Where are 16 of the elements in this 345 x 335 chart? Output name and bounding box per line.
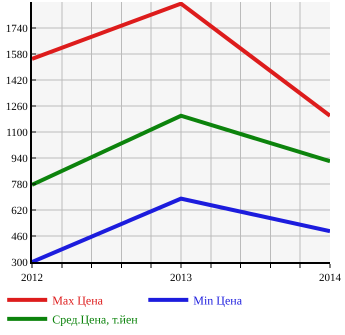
y-tick-label: 300 <box>11 256 28 269</box>
y-tick-label: 1420 <box>6 74 28 87</box>
y-tick-label: 620 <box>11 204 28 217</box>
legend-label: Max Цена <box>52 294 104 308</box>
y-tick-label: 460 <box>11 230 28 243</box>
legend-label: Сред.Цена, т.йен <box>52 312 138 327</box>
x-tick-label: 2013 <box>170 272 192 284</box>
x-tick-label: 2012 <box>21 272 43 284</box>
x-tick-label: 2014 <box>319 272 342 284</box>
y-tick-label: 1740 <box>6 22 28 35</box>
y-tick-label: 1100 <box>6 126 28 139</box>
y-tick-label: 780 <box>11 178 28 191</box>
legend-label: Min Цена <box>193 294 243 308</box>
y-tick-label: 940 <box>11 152 28 165</box>
y-tick-label: 1580 <box>6 48 28 61</box>
y-tick-label: 1260 <box>6 100 28 113</box>
